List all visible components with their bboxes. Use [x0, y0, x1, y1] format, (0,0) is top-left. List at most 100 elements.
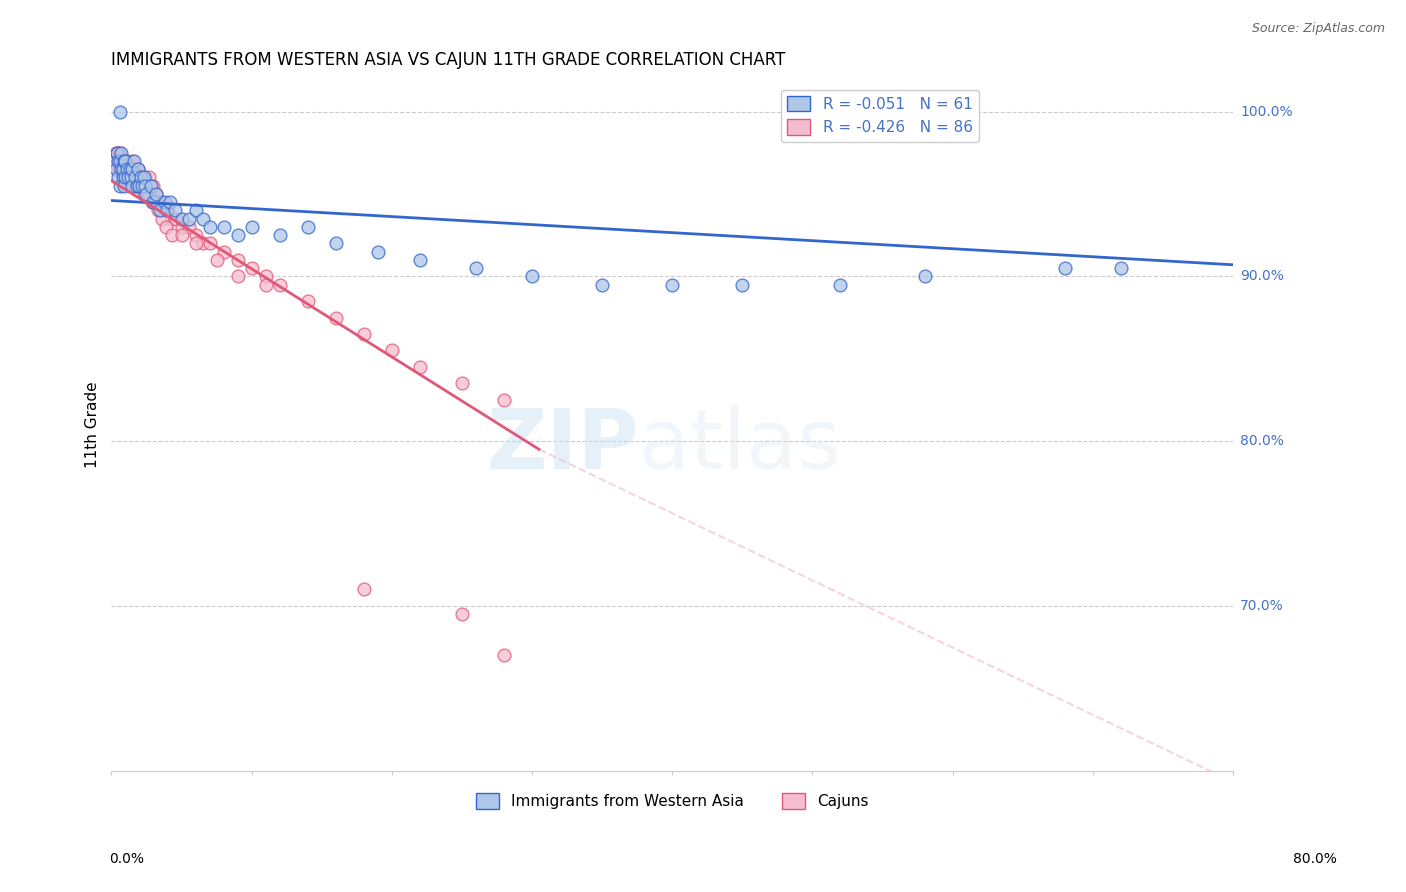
Point [112, 178, 135, 193]
Point [226, 228, 249, 243]
Point [145, 186, 167, 201]
Point [148, 195, 170, 210]
Point [325, 310, 347, 325]
Point [170, 228, 193, 243]
Point [184, 228, 207, 243]
Point [451, 376, 474, 391]
Point [409, 359, 432, 374]
Point [138, 186, 160, 201]
Point [127, 162, 149, 177]
Point [159, 195, 181, 210]
Point [353, 326, 375, 341]
Point [492, 392, 515, 407]
Point [1053, 261, 1076, 276]
Text: 80.0%: 80.0% [1240, 434, 1284, 448]
Point [139, 178, 162, 193]
Point [297, 219, 319, 234]
Point [155, 219, 177, 234]
Point [107, 153, 129, 168]
Point [170, 211, 193, 226]
Point [112, 153, 135, 168]
Point [451, 607, 474, 621]
Point [114, 170, 136, 185]
Point [107, 170, 129, 185]
Text: IMMIGRANTS FROM WESTERN ASIA VS CAJUN 11TH GRADE CORRELATION CHART: IMMIGRANTS FROM WESTERN ASIA VS CAJUN 11… [111, 51, 786, 69]
Point [132, 170, 155, 185]
Text: Source: ZipAtlas.com: Source: ZipAtlas.com [1251, 22, 1385, 36]
Point [104, 145, 127, 160]
Point [153, 195, 176, 210]
Point [191, 211, 214, 226]
Point [112, 170, 135, 185]
Text: 70.0%: 70.0% [1240, 599, 1284, 613]
Point [124, 178, 146, 193]
Point [108, 153, 131, 168]
Point [353, 582, 375, 597]
Point [520, 269, 543, 284]
Point [131, 170, 153, 185]
Point [107, 153, 129, 168]
Point [121, 153, 143, 168]
Point [139, 178, 162, 193]
Point [120, 170, 142, 185]
Point [129, 178, 152, 193]
Text: 100.0%: 100.0% [1240, 104, 1292, 119]
Point [177, 211, 200, 226]
Point [134, 178, 156, 193]
Point [124, 162, 146, 177]
Point [240, 219, 263, 234]
Point [136, 178, 159, 193]
Point [591, 277, 613, 292]
Point [381, 343, 404, 358]
Point [121, 162, 143, 177]
Point [661, 277, 683, 292]
Point [226, 252, 249, 267]
Text: ZIP: ZIP [486, 405, 638, 486]
Point [115, 162, 138, 177]
Point [135, 186, 157, 201]
Point [132, 186, 155, 201]
Point [240, 261, 263, 276]
Point [128, 178, 150, 193]
Point [142, 178, 165, 193]
Point [464, 261, 486, 276]
Point [122, 153, 145, 168]
Point [138, 170, 160, 185]
Point [212, 244, 235, 259]
Point [108, 153, 131, 168]
Point [254, 269, 277, 284]
Point [150, 211, 173, 226]
Point [269, 228, 291, 243]
Point [212, 219, 235, 234]
Point [110, 162, 132, 177]
Point [141, 186, 163, 201]
Point [110, 162, 132, 177]
Point [128, 170, 150, 185]
Point [124, 170, 146, 185]
Point [160, 228, 183, 243]
Point [107, 145, 129, 160]
Point [914, 269, 936, 284]
Text: 90.0%: 90.0% [1240, 269, 1284, 284]
Legend: Immigrants from Western Asia, Cajuns: Immigrants from Western Asia, Cajuns [470, 787, 875, 815]
Point [731, 277, 754, 292]
Point [367, 244, 389, 259]
Text: 0.0%: 0.0% [110, 852, 143, 866]
Point [108, 104, 131, 119]
Point [125, 178, 148, 193]
Point [132, 178, 155, 193]
Point [108, 178, 131, 193]
Point [125, 170, 148, 185]
Point [492, 648, 515, 663]
Point [121, 162, 143, 177]
Point [122, 162, 145, 177]
Point [143, 195, 166, 210]
Point [118, 162, 141, 177]
Point [131, 178, 153, 193]
Point [191, 236, 214, 251]
Point [254, 277, 277, 292]
Point [146, 203, 169, 218]
Point [111, 170, 134, 185]
Point [205, 252, 228, 267]
Point [198, 219, 221, 234]
